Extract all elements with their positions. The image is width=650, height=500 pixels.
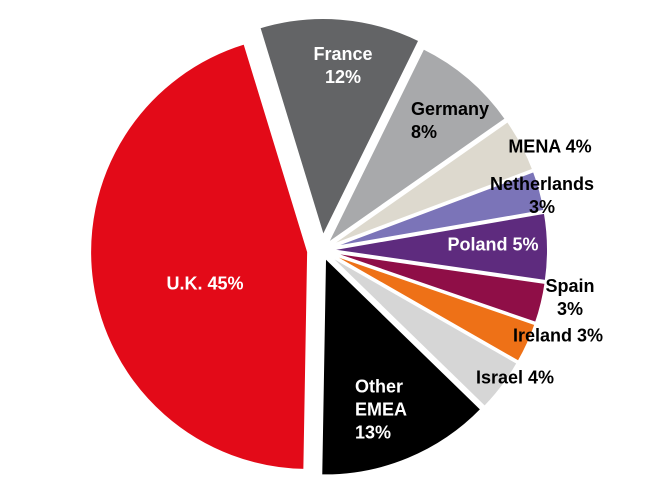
slice-label: France 12% — [313, 43, 372, 89]
pie-slice — [320, 255, 483, 477]
pie-slice — [326, 46, 508, 245]
value-label: 13% — [355, 422, 392, 443]
pie-slice — [328, 119, 535, 248]
category-label: Spain — [545, 276, 595, 296]
category-label: Other EMEA — [355, 376, 408, 420]
value-label: 3% — [577, 325, 604, 346]
slice-label: MENA 4% — [508, 136, 591, 159]
value-label: 8% — [410, 122, 437, 142]
category-label: Poland — [447, 234, 508, 255]
category-label: Israel — [475, 367, 524, 388]
pie-slice — [329, 211, 549, 283]
value-label: 12% — [324, 67, 362, 87]
category-label: Germany — [410, 99, 490, 119]
value-label: 4% — [528, 367, 555, 388]
slice-label: Other EMEA 13% — [355, 376, 425, 445]
value-label: 3% — [556, 299, 583, 319]
category-label: MENA — [508, 136, 561, 157]
value-label: 3% — [528, 197, 555, 217]
slice-label: Poland 5% — [447, 234, 538, 257]
slice-label: Ireland 3% — [513, 325, 603, 348]
value-label: 4% — [565, 136, 592, 157]
slice-label: U.K. 45% — [166, 273, 243, 296]
pie-slice — [258, 17, 421, 239]
category-label: Ireland — [512, 325, 572, 346]
category-label: France — [313, 44, 373, 64]
pie-slice — [89, 42, 310, 471]
slice-label: Spain 3% — [530, 275, 610, 321]
category-label: U.K. — [166, 273, 203, 294]
pie-slice — [329, 169, 546, 249]
value-label: 5% — [512, 234, 539, 255]
slice-label: Germany 8% — [411, 98, 489, 144]
slice-label: Israel 4% — [476, 367, 554, 390]
slice-label: Netherlands 3% — [488, 173, 596, 219]
value-label: 45% — [207, 273, 244, 294]
pie-slice — [328, 252, 537, 364]
pie-slice — [327, 253, 519, 409]
category-label: Netherlands — [489, 174, 595, 194]
pie-slice — [329, 250, 547, 325]
